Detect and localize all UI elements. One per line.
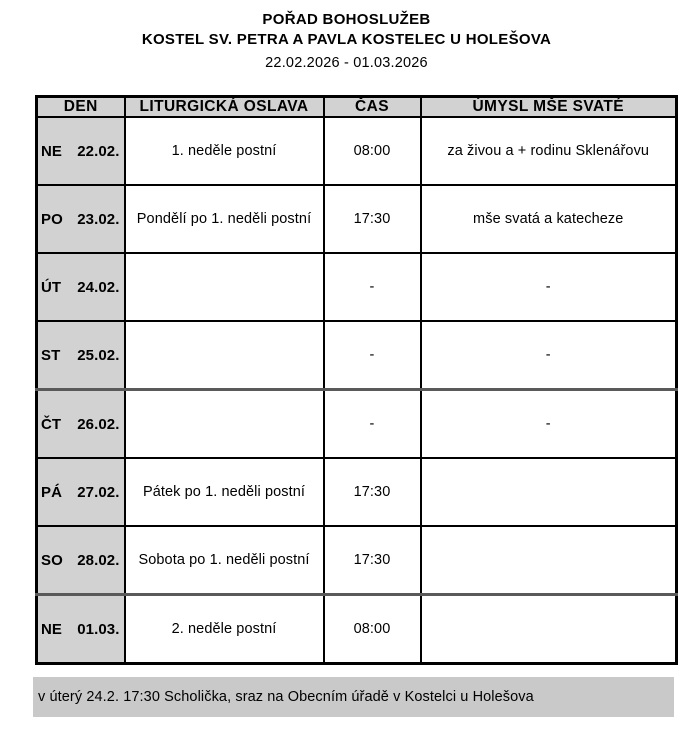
time-cell: - xyxy=(322,252,422,322)
header-row: DEN LITURGICKÁ OSLAVA ČAS ÚMYSL MŠE SVAT… xyxy=(35,95,678,118)
page-title: POŘAD BOHOSLUŽEB xyxy=(262,11,431,28)
day-date: 25.02. xyxy=(77,346,120,364)
table-row: SO 28.02. Sobota po 1. neděli postní 17:3… xyxy=(35,525,678,596)
intention-cell: za živou a + rodinu Sklenářovu xyxy=(419,116,678,186)
day-date: 23.02. xyxy=(77,210,120,228)
schedule-table: DEN LITURGICKÁ OSLAVA ČAS ÚMYSL MŠE SVAT… xyxy=(35,95,678,665)
day-date: 22.02. xyxy=(77,142,120,160)
day-date: 26.02. xyxy=(77,415,120,433)
day-cell: ST 25.02. xyxy=(35,320,126,391)
table-row: ČT 26.02. - - xyxy=(35,388,678,459)
day-date: 01.03. xyxy=(77,620,120,638)
col-header-intention: ÚMYSL MŠE SVATÉ xyxy=(419,95,678,118)
document-header: POŘAD BOHOSLUŽEB KOSTEL SV. PETRA A PAVL… xyxy=(0,10,693,74)
day-abbrev: ÚT xyxy=(41,278,62,296)
time-cell: - xyxy=(322,320,422,391)
day-abbrev: ČT xyxy=(41,415,62,433)
day-abbrev: SO xyxy=(41,551,63,569)
col-header-time: ČAS xyxy=(322,95,422,118)
time-cell: 17:30 xyxy=(322,184,422,254)
day-cell: SO 28.02. xyxy=(35,525,126,596)
day-cell: ČT 26.02. xyxy=(35,388,126,459)
liturgy-cell: 2. neděle postní xyxy=(123,593,325,665)
footer-note: v úterý 24.2. 17:30 Scholička, sraz na O… xyxy=(33,677,674,717)
time-cell: 08:00 xyxy=(322,116,422,186)
col-header-day: DEN xyxy=(35,95,126,118)
table-row: NE 01.03. 2. neděle postní 08:00 xyxy=(35,593,678,665)
intention-cell: - xyxy=(419,388,678,459)
intention-cell: - xyxy=(419,320,678,391)
liturgy-cell: Sobota po 1. neděli postní xyxy=(123,525,325,596)
day-cell: NE 22.02. xyxy=(35,116,126,186)
liturgy-cell xyxy=(123,388,325,459)
day-date: 24.02. xyxy=(77,278,120,296)
time-cell: - xyxy=(322,388,422,459)
day-abbrev: NE xyxy=(41,620,63,638)
day-abbrev: PO xyxy=(41,210,63,228)
liturgy-cell xyxy=(123,320,325,391)
day-cell: PÁ 27.02. xyxy=(35,457,126,527)
liturgy-cell: 1. neděle postní xyxy=(123,116,325,186)
intention-cell: mše svatá a katecheze xyxy=(419,184,678,254)
table-row: ÚT 24.02. - - xyxy=(35,252,678,322)
liturgy-cell: Pondělí po 1. neděli postní xyxy=(123,184,325,254)
intention-cell xyxy=(419,457,678,527)
day-cell: PO 23.02. xyxy=(35,184,126,254)
day-abbrev: PÁ xyxy=(41,483,63,501)
table-row: ST 25.02. - - xyxy=(35,320,678,391)
day-abbrev: ST xyxy=(41,346,61,364)
day-date: 27.02. xyxy=(77,483,120,501)
time-cell: 17:30 xyxy=(322,525,422,596)
time-cell: 17:30 xyxy=(322,457,422,527)
table-row: PÁ 27.02. Pátek po 1. neděli postní 17:30 xyxy=(35,457,678,527)
day-abbrev: NE xyxy=(41,142,63,160)
intention-cell xyxy=(419,525,678,596)
day-date: 28.02. xyxy=(77,551,120,569)
time-cell: 08:00 xyxy=(322,593,422,665)
liturgy-cell xyxy=(123,252,325,322)
intention-cell xyxy=(419,593,678,665)
date-range: 22.02.2026 - 01.03.2026 xyxy=(265,55,428,71)
day-cell: ÚT 24.02. xyxy=(35,252,126,322)
table-row: NE 22.02. 1. neděle postní 08:00 za živou… xyxy=(35,116,678,186)
liturgy-cell: Pátek po 1. neděli postní xyxy=(123,457,325,527)
page-subtitle: KOSTEL SV. PETRA A PAVLA KOSTELEC U HOLE… xyxy=(141,31,552,48)
col-header-liturgy: LITURGICKÁ OSLAVA xyxy=(123,95,325,118)
day-cell: NE 01.03. xyxy=(35,593,126,665)
intention-cell: - xyxy=(419,252,678,322)
table-row: PO 23.02. Pondělí po 1. neděli postní 17:… xyxy=(35,184,678,254)
